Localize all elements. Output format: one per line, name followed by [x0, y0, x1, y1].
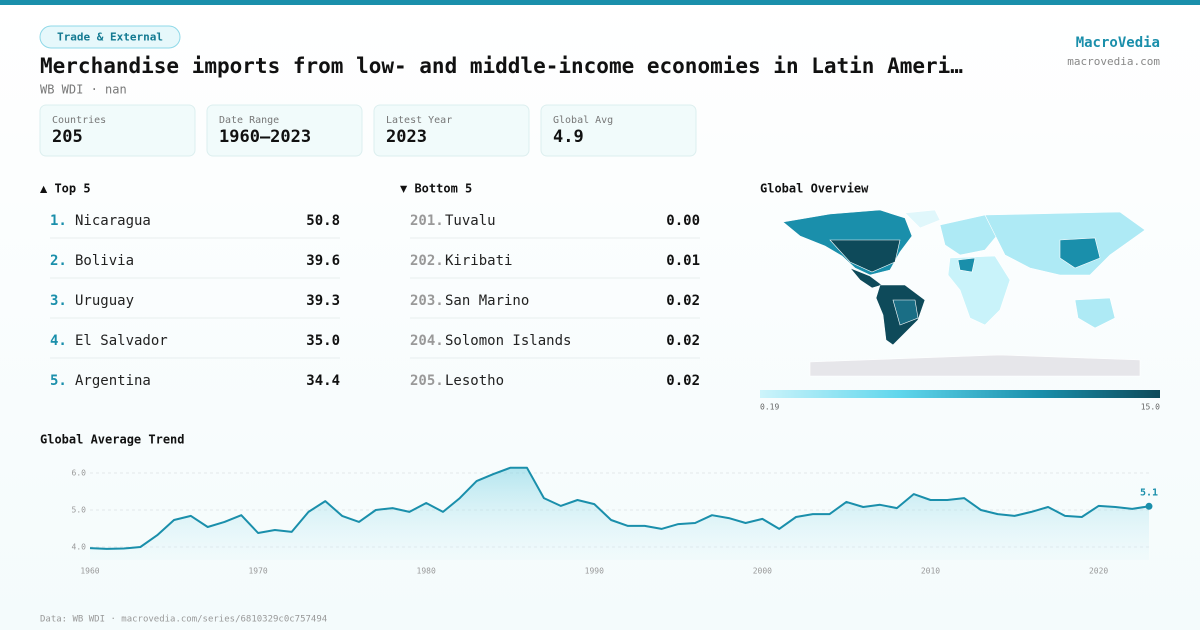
x-tick-label: 1970 — [248, 567, 267, 576]
y-tick-label: 6.0 — [72, 468, 87, 477]
stat-card — [39, 104, 196, 157]
stat-label: Global Avg — [553, 115, 613, 126]
country-value: 0.02 — [666, 373, 700, 389]
site: macrovedia.com — [1067, 55, 1160, 68]
x-tick-label: 1980 — [417, 567, 436, 576]
footer: Data: WB WDI · macrovedia.com/series/681… — [40, 615, 327, 625]
stat-card — [540, 104, 697, 157]
subtitle: WB WDI · nan — [40, 83, 127, 97]
last-point — [1145, 502, 1153, 510]
antarctica — [809, 354, 1141, 377]
stat-label: Countries — [52, 115, 106, 126]
country-value: 0.02 — [666, 333, 700, 349]
last-value-label: 5.1 — [1140, 487, 1158, 498]
brazil — [892, 299, 919, 326]
map-title: Global Overview — [760, 182, 869, 196]
country-value: 50.8 — [306, 213, 340, 229]
country-value: 39.3 — [306, 293, 340, 309]
y-tick-label: 4.0 — [72, 543, 87, 552]
chart-title: Global Average Trend — [40, 433, 185, 447]
china — [1059, 237, 1101, 269]
colorbar-ticks: 0.19 15.0 — [760, 403, 1160, 412]
country-name: Kiribati — [445, 253, 512, 269]
country-name: Uruguay — [75, 293, 134, 309]
country-name: Tuvalu — [445, 213, 496, 229]
country-name: Argentina — [75, 373, 151, 389]
colorbar-label: 15.0 — [1141, 403, 1160, 412]
rank: 2. — [50, 253, 67, 269]
x-tick-label: 2000 — [753, 567, 772, 576]
country-value: 35.0 — [306, 333, 340, 349]
country-name: Solomon Islands — [445, 333, 571, 349]
stat-value: 1960–2023 — [219, 127, 311, 147]
top-title: ▲ Top 5 — [40, 182, 91, 196]
country-name: Bolivia — [75, 253, 134, 269]
country-value: 0.02 — [666, 293, 700, 309]
stat-value: 205 — [52, 127, 83, 147]
x-tick-label: 2010 — [921, 567, 940, 576]
rank: 205. — [410, 373, 444, 389]
stat-value: 2023 — [386, 127, 427, 147]
x-tick-label: 1990 — [585, 567, 604, 576]
greenland — [904, 209, 941, 229]
rank: 202. — [410, 253, 444, 269]
bottom-title: ▼ Bottom 5 — [400, 182, 472, 196]
rank: 1. — [50, 213, 67, 229]
country-name: El Salvador — [75, 333, 168, 349]
colorbar — [760, 390, 1160, 398]
y-tick-label: 5.0 — [72, 506, 87, 515]
top-stripe — [0, 0, 1200, 5]
country-value: 39.6 — [306, 253, 340, 269]
rank: 201. — [410, 213, 444, 229]
badge — [39, 25, 181, 49]
title: Merchandise imports from low- and middle… — [40, 54, 963, 78]
africa — [947, 255, 1011, 326]
brand: MacroVedia — [1076, 35, 1160, 51]
rank: 3. — [50, 293, 67, 309]
australia — [1074, 297, 1116, 329]
stat-label: Date Range — [219, 115, 279, 126]
badge-text: Trade & External — [57, 31, 163, 44]
country-name: San Marino — [445, 293, 529, 309]
stat-label: Latest Year — [386, 115, 452, 126]
lists: 1. Nicaragua 50.8 2. Bolivia 39.6 3. Uruguay 39.… — [50, 213, 700, 389]
world-map — [782, 209, 1146, 377]
stat-card — [206, 104, 363, 157]
usa — [829, 239, 901, 273]
country-value: 0.01 — [666, 253, 700, 269]
stat-card — [373, 104, 530, 157]
colorbar-label: 0.19 — [760, 403, 779, 412]
north-africa — [957, 257, 976, 273]
central-america — [849, 267, 883, 289]
trend-chart: 4.0 5.0 6.0 1960 1970 1980 1990 2000 2010 2020 5.1 — [72, 466, 1158, 576]
country-name: Nicaragua — [75, 213, 151, 229]
rank: 203. — [410, 293, 444, 309]
country-value: 34.4 — [306, 373, 340, 389]
line — [89, 466, 1150, 550]
country-name: Lesotho — [445, 373, 504, 389]
area — [90, 467, 1149, 560]
x-tick-label: 1960 — [80, 567, 99, 576]
x-tick-label: 2020 — [1089, 567, 1108, 576]
rank: 5. — [50, 373, 67, 389]
rank: 4. — [50, 333, 67, 349]
country-value: 0.00 — [666, 213, 700, 229]
rank: 204. — [410, 333, 444, 349]
stat-value: 4.9 — [553, 127, 584, 147]
